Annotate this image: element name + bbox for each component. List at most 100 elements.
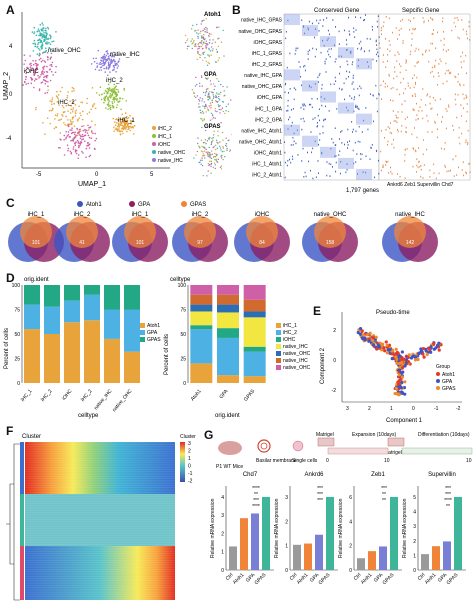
split-umap-point — [220, 149, 222, 151]
umap-point — [42, 30, 44, 32]
umap-point — [107, 96, 109, 99]
split-umap-point — [197, 42, 200, 45]
heatmap-mark — [360, 16, 362, 19]
heatmap-mark — [405, 59, 407, 61]
heatmap-mark — [397, 111, 399, 113]
split-umap-point — [206, 64, 209, 66]
umap-point — [72, 109, 74, 111]
split-umap-point — [210, 162, 213, 165]
e-cell — [400, 375, 405, 379]
heatmap-mark — [351, 121, 353, 123]
umap-point — [25, 72, 27, 75]
umap-point — [104, 59, 107, 61]
umap-point — [74, 104, 77, 106]
heatmap-mark — [343, 29, 345, 32]
umap-point — [36, 67, 38, 70]
split-umap-point — [215, 99, 217, 102]
heatmap-mark — [352, 131, 354, 133]
heatmap-mark — [308, 20, 310, 23]
umap-point — [113, 89, 116, 91]
d-bar-segment — [190, 363, 213, 383]
heatmap-mark — [421, 109, 423, 112]
heatmap-mark — [440, 39, 442, 42]
heatmap-mark — [350, 52, 352, 55]
heatmap-mark — [296, 129, 298, 132]
umap-point — [88, 143, 91, 145]
umap-point — [77, 154, 80, 156]
umap-point — [111, 90, 113, 93]
umap-point — [105, 95, 108, 97]
split-umap-point — [209, 102, 212, 104]
g-ytick: 2 — [413, 539, 416, 545]
umap-point — [65, 104, 68, 107]
split-umap-point — [215, 94, 217, 96]
split-umap-point — [208, 138, 211, 140]
heatmap-mark — [348, 16, 350, 19]
heatmap-mark — [359, 153, 361, 155]
umap-point — [87, 134, 90, 137]
split-umap-point — [217, 101, 219, 103]
heatmap-mark — [316, 97, 318, 100]
umap-point — [36, 53, 39, 55]
split-umap-point — [196, 58, 198, 61]
split-umap-point — [204, 147, 206, 149]
split-umap-point — [207, 98, 210, 101]
umap-point — [69, 112, 72, 114]
f-row-line — [25, 580, 175, 582]
umap-point — [97, 49, 100, 52]
f-row-line — [25, 555, 175, 557]
umap-point — [40, 39, 43, 42]
heatmap-mark — [405, 62, 407, 64]
heatmap-mark — [415, 95, 417, 97]
heatmap-mark — [394, 66, 396, 69]
heatmap-mark — [284, 151, 286, 154]
e-cell — [422, 355, 426, 359]
umap-point — [72, 131, 75, 134]
split-umap-point — [208, 93, 210, 95]
heatmap-mark — [334, 76, 336, 79]
umap-point — [63, 134, 66, 137]
umap-point — [76, 132, 79, 134]
f-row-line — [25, 505, 175, 507]
umap-point — [115, 118, 117, 121]
f-colorbar — [180, 442, 185, 482]
split-umap-point — [207, 162, 210, 165]
umap-point — [44, 82, 47, 85]
umap-point — [46, 91, 49, 94]
heatmap-mark — [286, 164, 288, 167]
panel-label-a: A — [6, 3, 15, 17]
heatmap-mark — [416, 164, 418, 167]
heatmap-mark — [345, 39, 347, 41]
umap-point — [32, 63, 35, 66]
heatmap-cells — [284, 14, 471, 180]
heatmap-mark — [444, 166, 446, 168]
venn-count: 97 — [197, 240, 203, 246]
umap-point — [59, 132, 62, 134]
split-umap-point — [216, 50, 219, 53]
split-umap-point — [205, 31, 207, 33]
heatmap-mark — [413, 86, 415, 89]
umap-point — [53, 102, 55, 105]
e-cell — [368, 331, 372, 335]
split-umap-point — [221, 107, 224, 109]
d-bar-segment — [190, 294, 213, 305]
g-sig: *** — [317, 498, 323, 504]
umap-point — [57, 97, 59, 99]
heatmap-mark — [311, 97, 313, 100]
heatmap-mark — [318, 172, 320, 175]
heatmap-mark — [427, 93, 429, 96]
heatmap-mark — [434, 122, 436, 124]
heatmap-mark — [380, 169, 382, 172]
umap-point — [25, 83, 28, 85]
split-umap-point — [214, 164, 216, 166]
split-umap-point — [204, 139, 207, 141]
heatmap-mark — [463, 84, 465, 86]
umap-point — [29, 66, 32, 69]
heatmap-mark — [415, 119, 417, 121]
heatmap-mark — [316, 19, 318, 22]
split-umap-point — [202, 174, 205, 177]
e-cell — [432, 341, 436, 346]
split-umap-point — [192, 24, 194, 27]
heatmap-row-label: native_OHC_Atoh1 — [239, 139, 282, 145]
split-umap-point — [200, 45, 202, 48]
